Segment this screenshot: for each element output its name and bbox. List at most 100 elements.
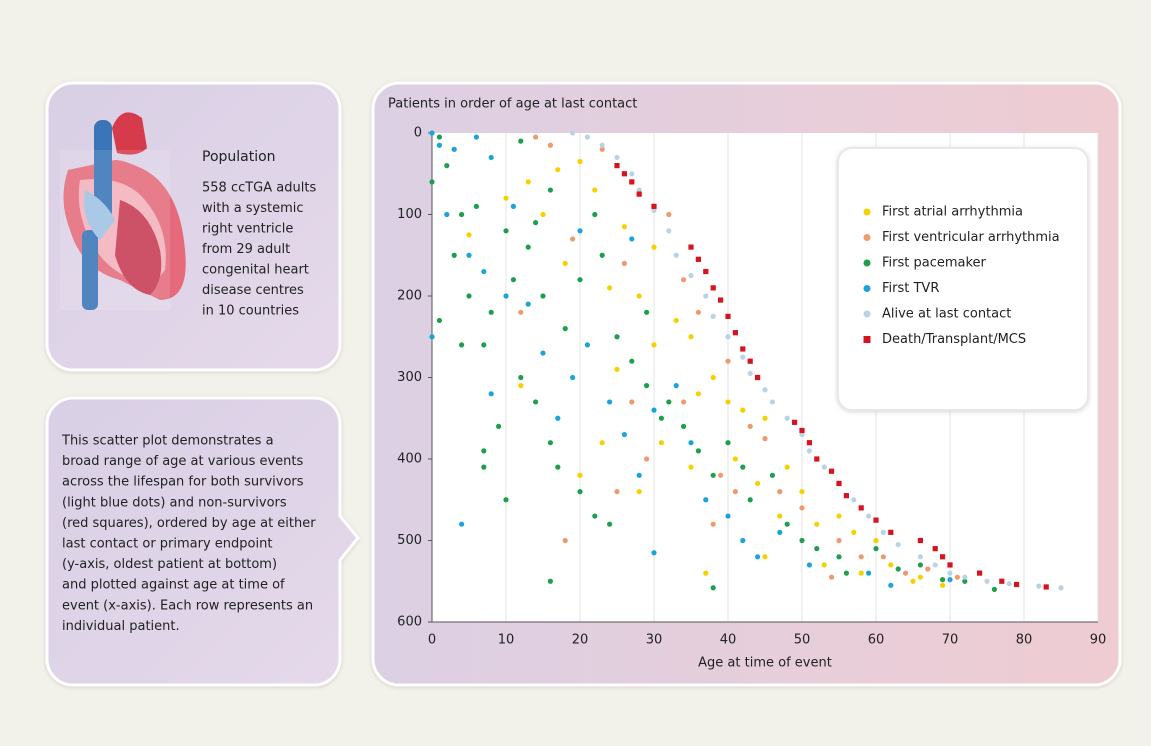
point [711, 314, 716, 319]
legend-marker [864, 336, 871, 343]
point [725, 334, 730, 339]
point [955, 575, 960, 580]
point [511, 277, 516, 282]
point [873, 546, 878, 551]
point [733, 489, 738, 494]
point [674, 318, 679, 323]
legend-marker [864, 209, 871, 216]
point [429, 130, 434, 135]
point [822, 562, 827, 567]
point [540, 212, 545, 217]
point [526, 302, 531, 307]
point [526, 245, 531, 250]
point [947, 571, 952, 576]
point [814, 456, 819, 461]
point [785, 416, 790, 421]
point [466, 293, 471, 298]
point [592, 513, 597, 518]
point [577, 473, 582, 478]
point [822, 465, 827, 470]
point [836, 513, 841, 518]
description-line: (light blue dots) and non-survivors [62, 495, 287, 510]
point [637, 293, 642, 298]
point [762, 436, 767, 441]
point [577, 277, 582, 282]
point [518, 375, 523, 380]
point [696, 257, 701, 262]
point [577, 489, 582, 494]
point [711, 285, 716, 290]
point [896, 566, 901, 571]
population-line: in 10 countries [202, 304, 299, 319]
point [703, 571, 708, 576]
point [666, 212, 671, 217]
point [622, 432, 627, 437]
point [600, 253, 605, 258]
point [859, 505, 864, 510]
point [585, 134, 590, 139]
point [755, 481, 760, 486]
point [940, 577, 945, 582]
point [481, 465, 486, 470]
point [503, 497, 508, 502]
point [1058, 585, 1063, 590]
point [755, 554, 760, 559]
description-line: and plotted against age at time of [62, 578, 285, 593]
point [918, 575, 923, 580]
point [614, 163, 619, 168]
point [740, 465, 745, 470]
point [563, 326, 568, 331]
point [577, 159, 582, 164]
point [607, 399, 612, 404]
point [629, 236, 634, 241]
point [503, 293, 508, 298]
point [851, 530, 856, 535]
population-line: disease centres [202, 283, 304, 298]
legend-label: First TVR [882, 281, 939, 296]
population-line: right ventricle [202, 222, 293, 237]
point [637, 192, 642, 197]
point [600, 143, 605, 148]
point [888, 530, 893, 535]
x-tick-label: 90 [1090, 633, 1107, 648]
point [1007, 581, 1012, 586]
point [777, 489, 782, 494]
x-axis-label: Age at time of event [698, 656, 832, 671]
population-line: congenital heart [202, 263, 309, 278]
point [459, 212, 464, 217]
legend-marker [864, 311, 871, 318]
point [444, 212, 449, 217]
point [918, 562, 923, 567]
description-line: (y-axis, oldest patient at bottom) [62, 557, 277, 572]
point [688, 245, 693, 250]
point [711, 585, 716, 590]
point [807, 448, 812, 453]
point [511, 204, 516, 209]
legend-marker [864, 234, 871, 241]
point [859, 554, 864, 559]
point [725, 359, 730, 364]
point [1036, 584, 1041, 589]
point [748, 497, 753, 502]
point [666, 228, 671, 233]
point [651, 408, 656, 413]
page: {"population": {"title": "Population", "… [0, 0, 1151, 746]
point [881, 530, 886, 535]
point [777, 530, 782, 535]
point [755, 375, 760, 380]
point [940, 554, 945, 559]
point [977, 571, 982, 576]
point [429, 179, 434, 184]
point [836, 481, 841, 486]
point [696, 391, 701, 396]
point [740, 408, 745, 413]
point [614, 367, 619, 372]
description-line: (red squares), ordered by age at either [62, 516, 316, 531]
point [481, 342, 486, 347]
point [444, 163, 449, 168]
point [452, 253, 457, 258]
point [873, 518, 878, 523]
point [866, 571, 871, 576]
point [866, 513, 871, 518]
point [844, 493, 849, 498]
